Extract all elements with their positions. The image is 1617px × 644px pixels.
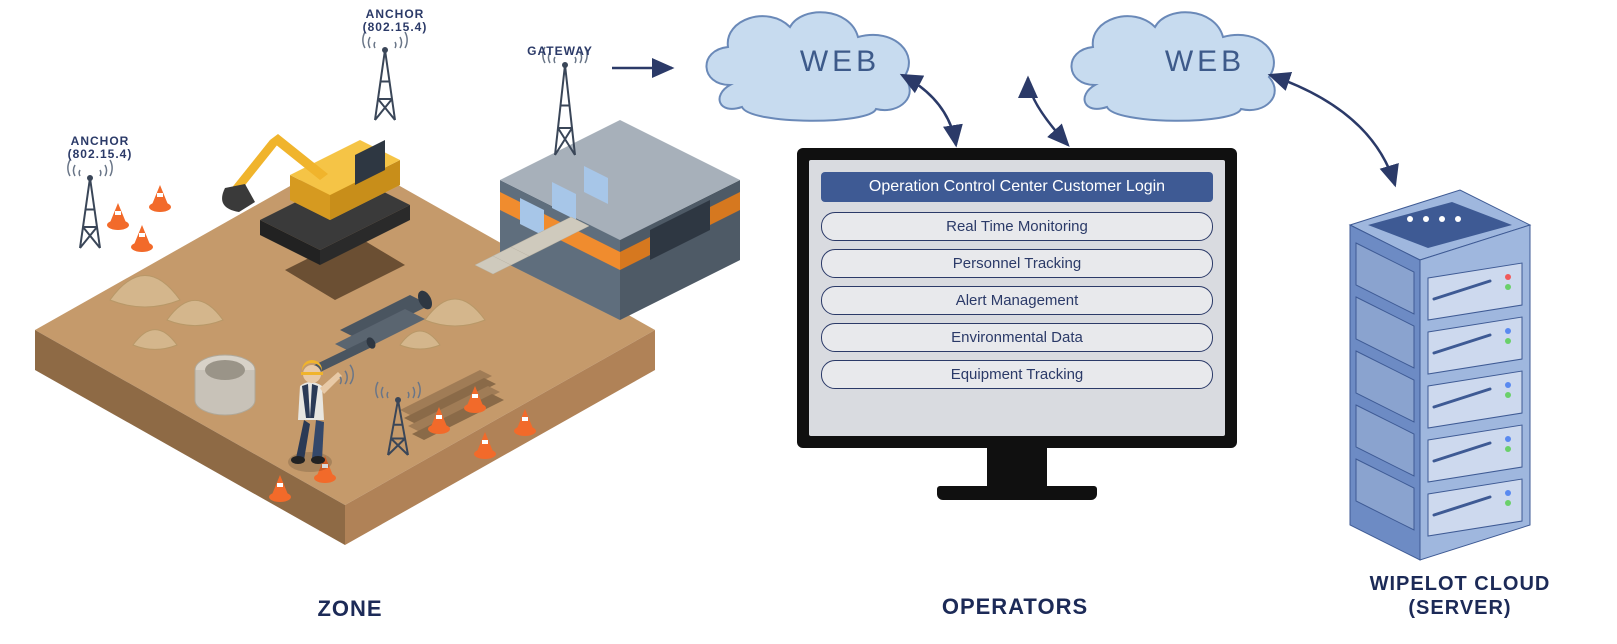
anchor-1-sub: (802.15.4) [68,147,133,161]
monitor-stand [987,446,1047,486]
screen-item-3: Environmental Data [821,323,1213,352]
monitor-bezel: Operation Control Center Customer Login … [797,148,1237,448]
screen-item-0: Real Time Monitoring [821,212,1213,241]
screen-item-1: Personnel Tracking [821,249,1213,278]
operators-label: OPERATORS [905,594,1125,620]
anchor-2-label: ANCHOR (802.15.4) [355,8,435,34]
anchor-1-label: ANCHOR (802.15.4) [60,135,140,161]
server-label: WIPELOT CLOUD (SERVER) [1340,572,1580,620]
gateway-title: GATEWAY [527,44,593,58]
anchor-2-title: ANCHOR [366,7,425,21]
screen-header: Operation Control Center Customer Login [821,172,1213,202]
monitor-screen: Operation Control Center Customer Login … [809,160,1225,436]
screen-item-2: Alert Management [821,286,1213,315]
zone-label: ZONE [290,596,410,622]
cloud-2-text: WEB [1105,45,1305,79]
diagram-stage: WEB WEB ANCHOR (802.15.4) ANCHOR (802.15… [0,0,1617,644]
monitor: Operation Control Center Customer Login … [797,148,1237,500]
cloud-1-text: WEB [740,45,940,79]
gateway-label: GATEWAY [520,45,600,58]
anchor-2-sub: (802.15.4) [363,20,428,34]
monitor-base [937,486,1097,500]
server-label-2: (SERVER) [1408,597,1511,619]
anchor-1-title: ANCHOR [71,134,130,148]
screen-item-4: Equipment Tracking [821,360,1213,389]
server-label-1: WIPELOT CLOUD [1370,573,1551,595]
